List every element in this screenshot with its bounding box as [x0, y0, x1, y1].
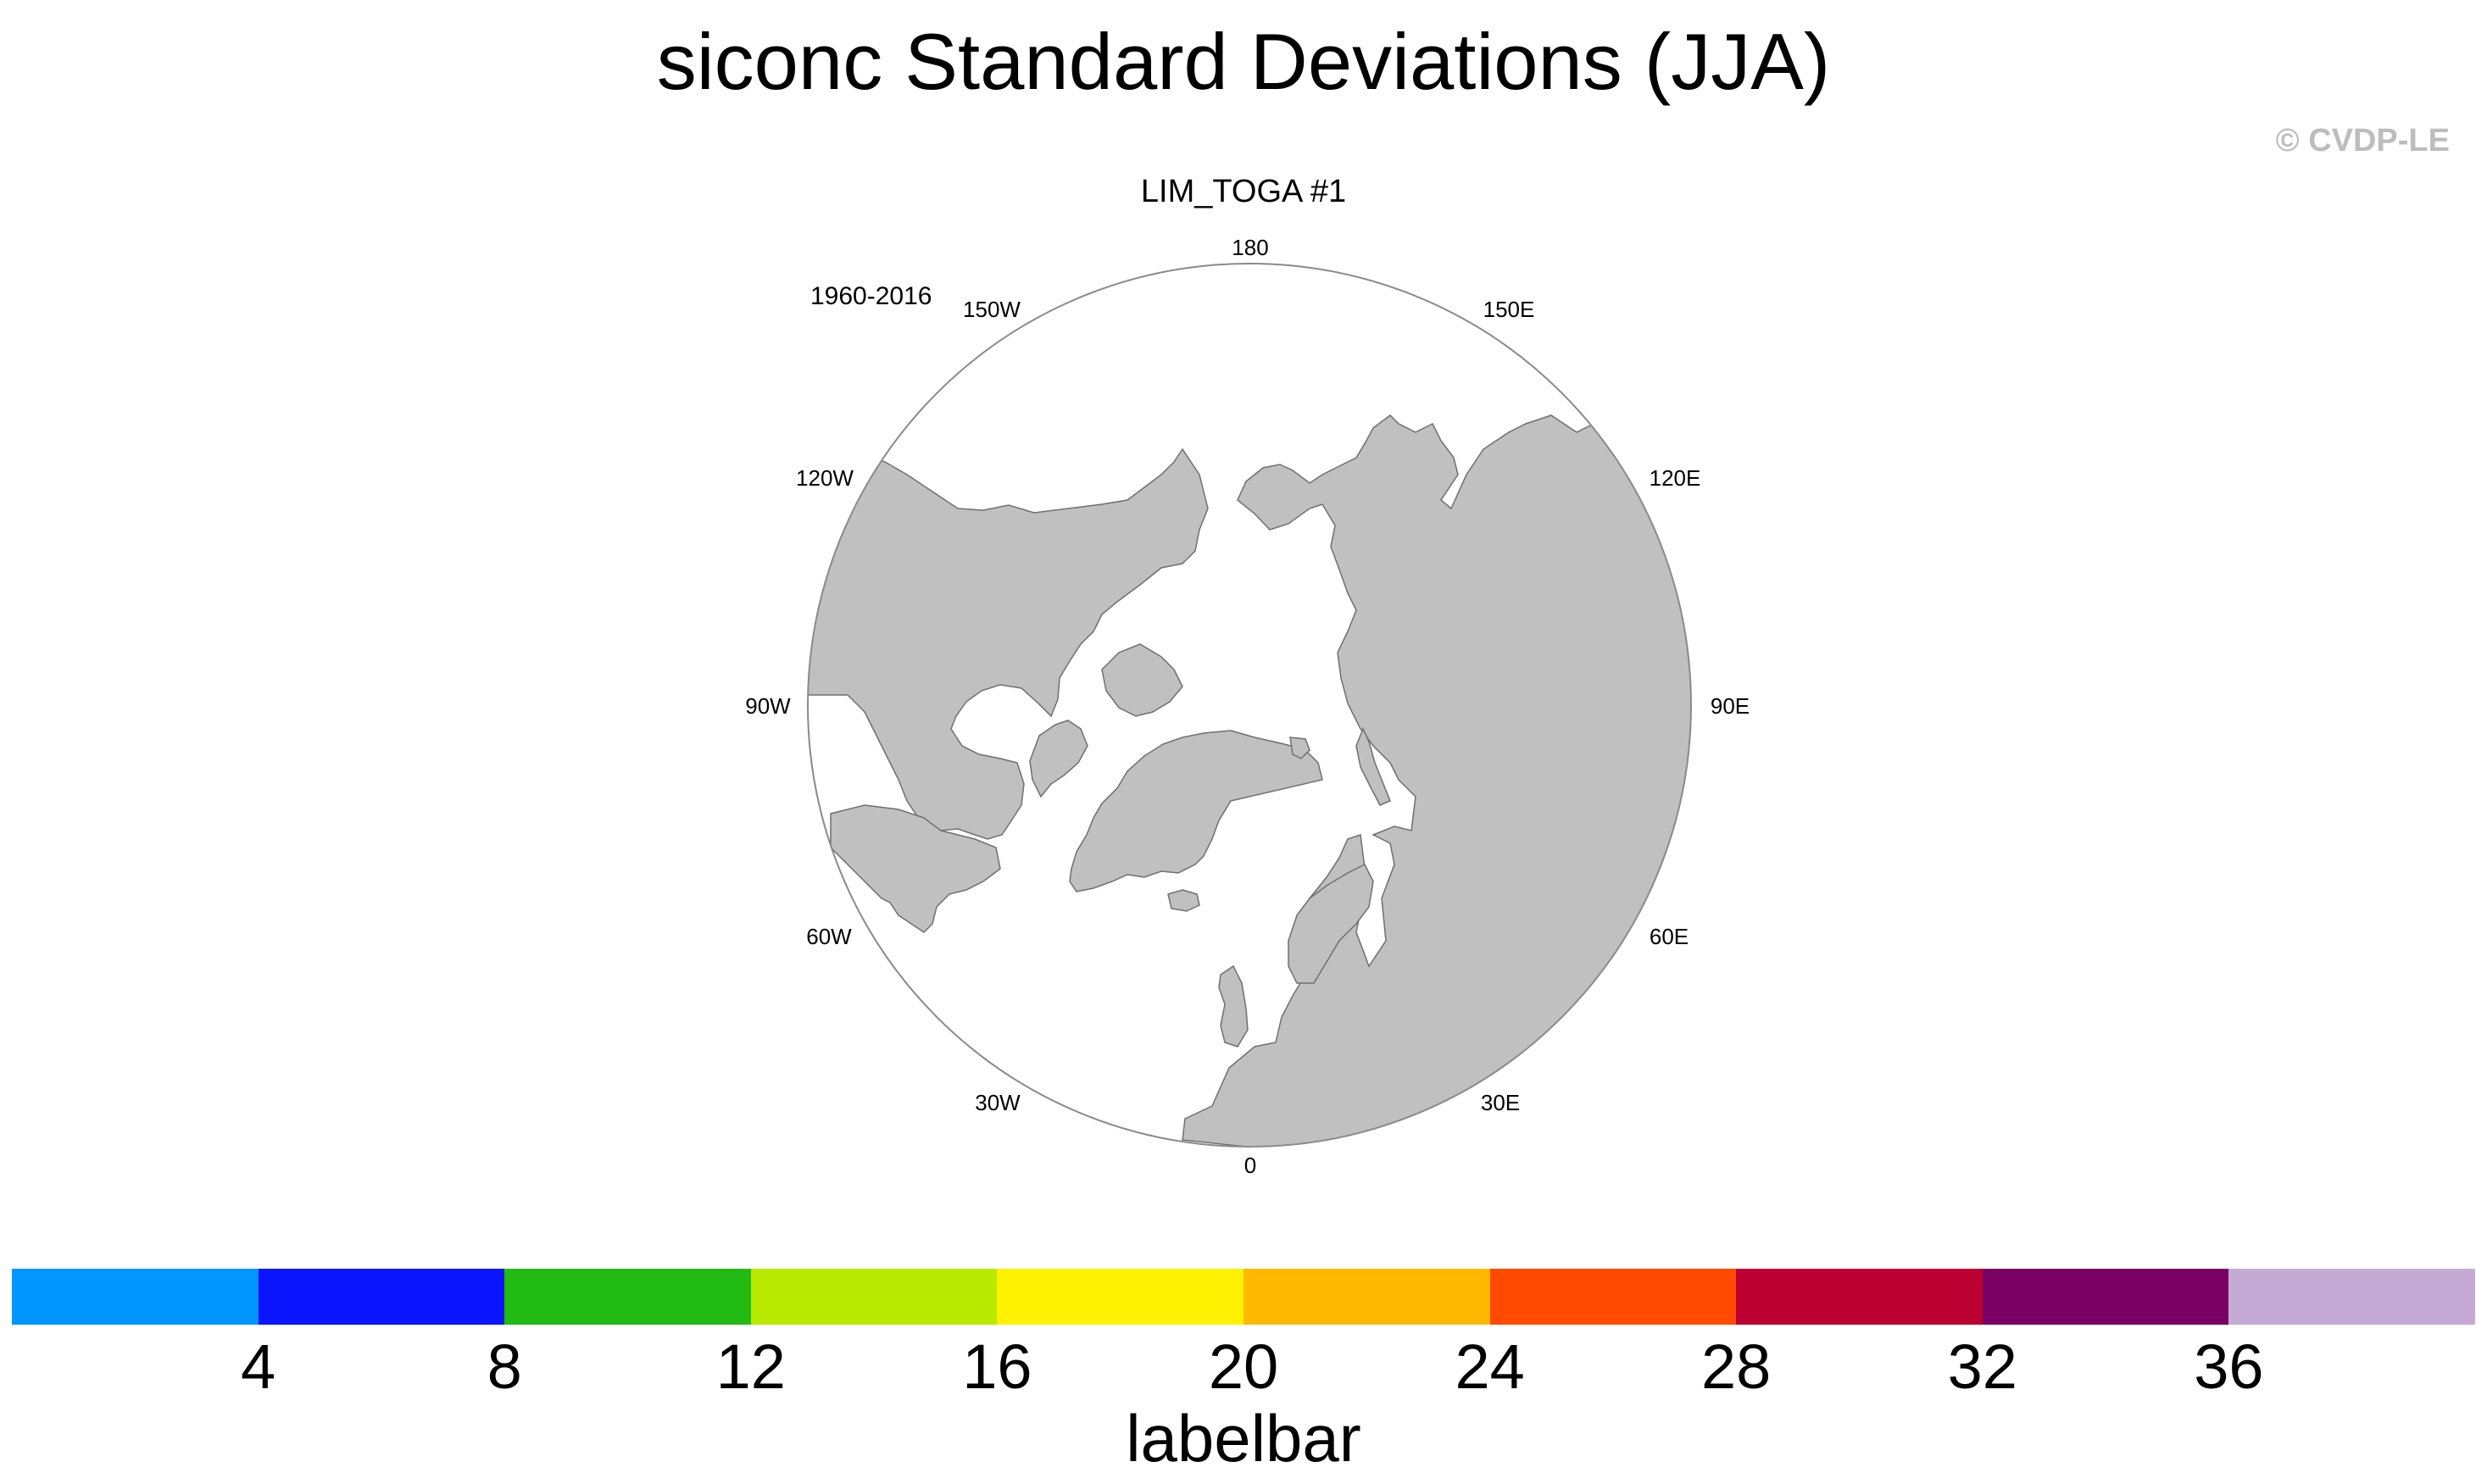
colorbar-segment-4: [750, 1269, 998, 1325]
land-greenland: [1069, 730, 1323, 892]
lon-label-120w: 120W: [796, 465, 854, 491]
colorbar: [12, 1269, 2475, 1325]
land-ellesmere: [1101, 643, 1183, 717]
land-novaya-zemlya: [1355, 727, 1391, 806]
panel-title: LIM_TOGA #1: [1140, 174, 1347, 209]
colorbar-tick-16: 16: [962, 1331, 1032, 1402]
colorbar-tick-4: 4: [241, 1331, 276, 1402]
lon-label-30e: 30E: [1481, 1090, 1520, 1115]
lon-label-90e: 90E: [1711, 693, 1750, 719]
colorbar-tick-12: 12: [715, 1331, 786, 1402]
colorbar-tick-32: 32: [1947, 1331, 2017, 1402]
lon-label-60w: 60W: [806, 924, 852, 949]
map-border: [807, 263, 1692, 1148]
colorbar-segment-10: [2228, 1269, 2475, 1325]
lon-label-60e: 60E: [1650, 924, 1689, 949]
labelbar-title: labelbar: [1126, 1401, 1361, 1476]
colorbar-segment-2: [258, 1269, 505, 1325]
chart-title: siconc Standard Deviations (JJA): [656, 17, 1831, 106]
colorbar-segment-1: [12, 1269, 259, 1325]
colorbar-tick-20: 20: [1208, 1331, 1279, 1402]
colorbar-tick-28: 28: [1701, 1331, 1772, 1402]
longitude-labels: 180 150E 120E 90E 60E 30E 0 30W 60W 90W …: [745, 235, 1750, 1178]
copyright-label: © CVDP-LE: [2275, 123, 2450, 158]
colorbar-tick-8: 8: [487, 1331, 522, 1402]
colorbar-tick-36: 36: [2194, 1331, 2264, 1402]
land-labrador: [830, 804, 1001, 933]
landmasses: [808, 397, 1691, 1147]
land-baffin: [1029, 720, 1088, 798]
period-label: 1960-2016: [810, 282, 932, 310]
land-scandinavia: [1288, 863, 1374, 984]
lon-label-120e: 120E: [1650, 465, 1701, 491]
land-iceland: [1167, 889, 1200, 912]
colorbar-segment-6: [1243, 1269, 1490, 1325]
polar-map: 180 150E 120E 90E 60E 30E 0 30W 60W 90W …: [745, 235, 1750, 1178]
colorbar-segment-5: [997, 1269, 1244, 1325]
lon-label-180: 180: [1232, 235, 1268, 260]
lon-label-150w: 150W: [963, 297, 1021, 322]
land-eurasia: [1182, 397, 1691, 1147]
colorbar-segment-7: [1489, 1269, 1737, 1325]
colorbar-tick-24: 24: [1455, 1331, 1525, 1402]
lon-label-90w: 90W: [745, 693, 791, 719]
colorbar-segment-9: [1982, 1269, 2229, 1325]
lon-label-30w: 30W: [975, 1090, 1021, 1115]
colorbar-segment-3: [504, 1269, 751, 1325]
map-disc: [807, 263, 1692, 1148]
land-uk: [1218, 964, 1249, 1048]
land-svalbard: [1289, 736, 1310, 759]
lon-label-0: 0: [1244, 1153, 1256, 1178]
colorbar-segment-8: [1736, 1269, 1983, 1325]
lon-label-150e: 150E: [1483, 297, 1535, 322]
